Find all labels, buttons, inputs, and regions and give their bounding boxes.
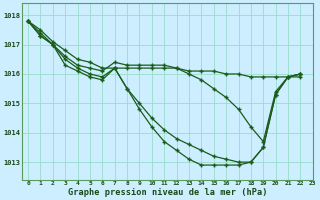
X-axis label: Graphe pression niveau de la mer (hPa): Graphe pression niveau de la mer (hPa) <box>68 188 267 197</box>
